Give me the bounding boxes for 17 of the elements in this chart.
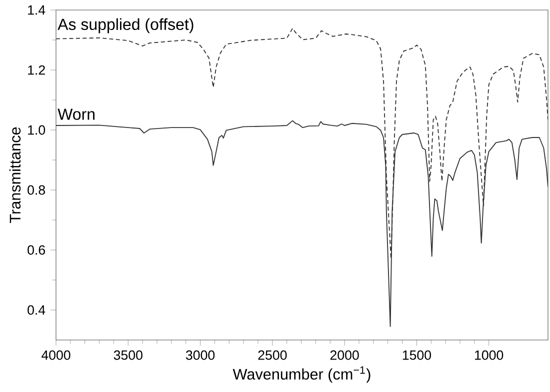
y-tick-label: 0.6 [28,245,46,255]
x-tick-label: 2000 [330,350,359,360]
x-tick-label: 3000 [186,350,215,360]
y-tick-label: 1.2 [28,65,45,75]
x-axis-title: Wavenumber (cm$^{−1}$) [232,366,370,383]
y-axis-title: Transmittance [9,127,21,223]
y-tick-label: 1.4 [28,5,46,15]
y-tick-label: 0.4 [28,305,46,315]
series-label: Worn [58,108,94,120]
x-tick-label: 2500 [258,350,287,360]
y-tick-label: 0.8 [28,185,46,195]
x-tick-label: 1500 [402,350,432,360]
x-tick-label: 3500 [114,350,142,360]
y-tick-label: 1.0 [28,125,46,135]
x-tick-label: 1000 [475,350,504,360]
x-tick-label: 4000 [41,350,70,360]
series-label: As supplied (offset) [58,18,194,34]
